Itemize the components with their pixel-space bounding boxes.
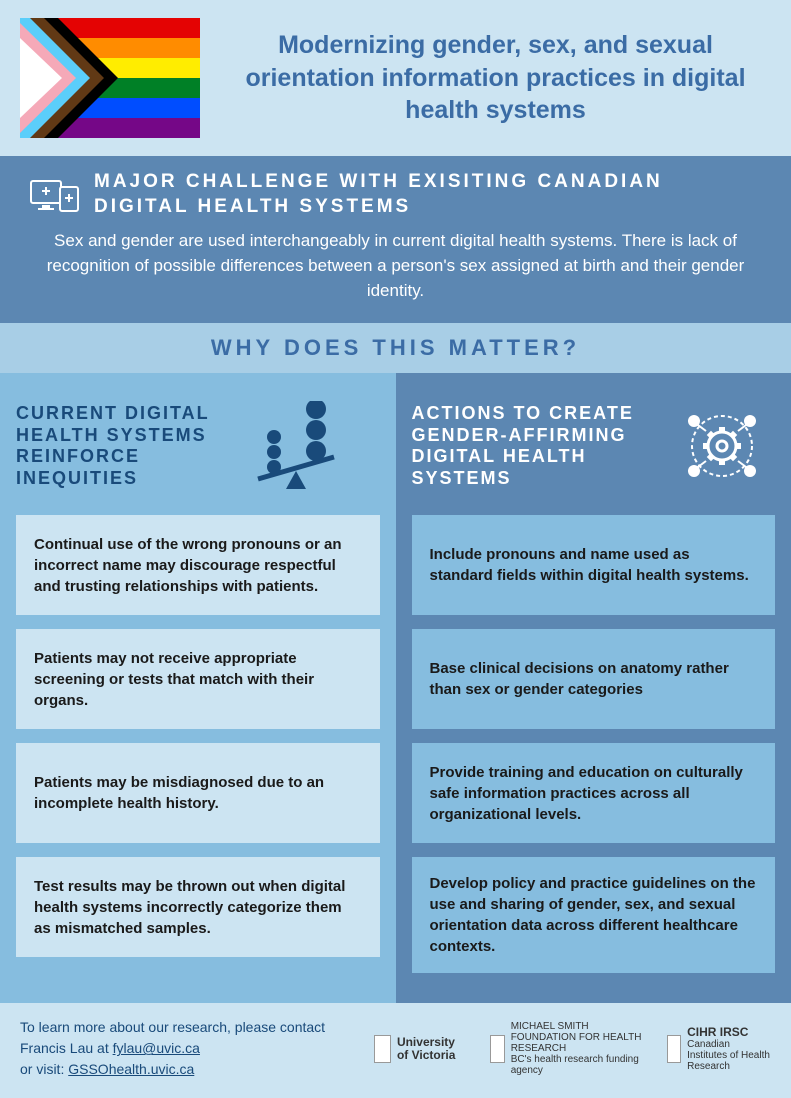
challenge-body: Sex and gender are used interchangeably … [30, 229, 761, 303]
two-column-section: CURRENT DIGITAL HEALTH SYSTEMS REINFORCE… [0, 373, 791, 1003]
progress-pride-flag-icon [20, 18, 200, 138]
footer: To learn more about our research, please… [0, 1003, 791, 1098]
right-column-heading: ACTIONS TO CREATE GENDER-AFFIRMING DIGIT… [412, 403, 662, 489]
left-column: CURRENT DIGITAL HEALTH SYSTEMS REINFORCE… [0, 373, 396, 1003]
uvic-label: University of Victoria [397, 1036, 466, 1062]
left-item-4: Test results may be thrown out when digi… [16, 857, 380, 957]
left-column-header: CURRENT DIGITAL HEALTH SYSTEMS REINFORCE… [16, 391, 380, 501]
logo-uvic: University of Victoria [374, 1035, 466, 1063]
seesaw-icon [246, 401, 346, 491]
left-column-heading: CURRENT DIGITAL HEALTH SYSTEMS REINFORCE… [16, 403, 236, 489]
left-item-1: Continual use of the wrong pronouns or a… [16, 515, 380, 615]
challenge-title: MAJOR CHALLENGE WITH EXISITING CANADIAN … [94, 170, 761, 219]
right-column-header: ACTIONS TO CREATE GENDER-AFFIRMING DIGIT… [412, 391, 776, 501]
right-item-1: Include pronouns and name used as standa… [412, 515, 776, 615]
right-column: ACTIONS TO CREATE GENDER-AFFIRMING DIGIT… [396, 373, 791, 1003]
footer-visit-prefix: or visit: [20, 1061, 68, 1077]
footer-contact: To learn more about our research, please… [20, 1017, 356, 1080]
website-link[interactable]: GSSOhealth.uvic.ca [68, 1061, 194, 1077]
msfhr-icon [490, 1035, 505, 1063]
right-item-3: Provide training and education on cultur… [412, 743, 776, 843]
why-matters-heading: WHY DOES THIS MATTER? [0, 323, 791, 373]
header: Modernizing gender, sex, and sexual orie… [0, 0, 791, 156]
footer-logos: University of Victoria MICHAEL SMITH FOU… [374, 1021, 771, 1076]
left-item-3: Patients may be misdiagnosed due to an i… [16, 743, 380, 843]
infographic-page: Modernizing gender, sex, and sexual orie… [0, 0, 791, 1098]
cihr-icon [667, 1035, 682, 1063]
page-title: Modernizing gender, sex, and sexual orie… [220, 29, 771, 127]
cihr-label: CIHR IRSC Canadian Institutes of Health … [687, 1026, 771, 1072]
right-item-4: Develop policy and practice guidelines o… [412, 857, 776, 973]
msfhr-label: MICHAEL SMITH FOUNDATION FOR HEALTH RESE… [511, 1021, 643, 1076]
logo-msfhr: MICHAEL SMITH FOUNDATION FOR HEALTH RESE… [490, 1021, 643, 1076]
challenge-header: MAJOR CHALLENGE WITH EXISITING CANADIAN … [30, 170, 761, 219]
logo-cihr: CIHR IRSC Canadian Institutes of Health … [667, 1026, 771, 1072]
uvic-icon [374, 1035, 391, 1063]
devices-icon [30, 177, 80, 213]
contact-email-link[interactable]: fylau@uvic.ca [113, 1040, 200, 1056]
challenge-section: MAJOR CHALLENGE WITH EXISITING CANADIAN … [0, 156, 791, 323]
gear-network-icon [672, 401, 772, 491]
left-item-2: Patients may not receive appropriate scr… [16, 629, 380, 729]
right-item-2: Base clinical decisions on anatomy rathe… [412, 629, 776, 729]
